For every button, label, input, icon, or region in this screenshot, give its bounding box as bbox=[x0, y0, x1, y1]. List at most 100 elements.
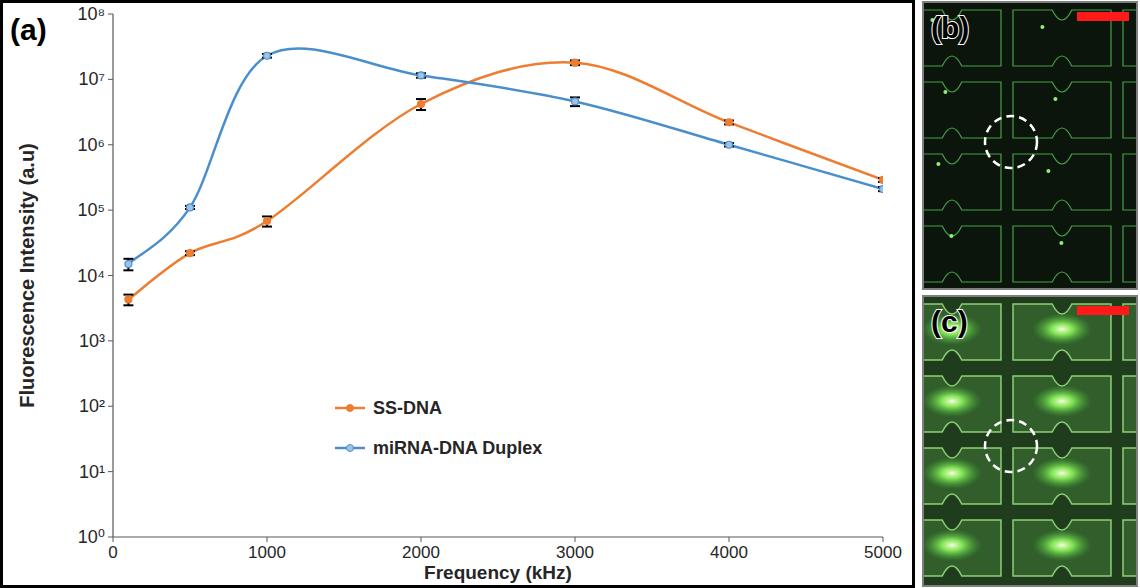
y-tick bbox=[108, 79, 113, 80]
x-tick bbox=[267, 537, 268, 542]
marker bbox=[572, 59, 579, 66]
panel-label: (a) bbox=[10, 13, 47, 46]
y-tick bbox=[108, 406, 113, 407]
legend-marker bbox=[347, 445, 354, 452]
x-tick-label: 5000 bbox=[864, 543, 902, 562]
error-bar-cap bbox=[123, 258, 133, 260]
panel-label: (b) bbox=[931, 11, 969, 44]
x-tick bbox=[729, 537, 730, 542]
error-bar-cap bbox=[416, 98, 426, 100]
glow bbox=[923, 385, 982, 417]
y-tick bbox=[108, 210, 113, 211]
marker bbox=[880, 176, 884, 183]
chamber bbox=[923, 448, 1001, 504]
y-tick-label: 10¹ bbox=[79, 462, 105, 482]
glow bbox=[923, 457, 982, 489]
y-tick bbox=[108, 275, 113, 276]
chamber bbox=[923, 226, 1001, 282]
speck bbox=[949, 234, 953, 238]
y-tick-label: 10⁷ bbox=[78, 69, 105, 89]
chamber bbox=[923, 10, 1001, 66]
marker bbox=[125, 296, 132, 303]
y-tick-label: 10⁵ bbox=[78, 200, 105, 220]
y-tick-label: 10⁴ bbox=[77, 266, 105, 286]
y-tick-label: 10³ bbox=[79, 331, 105, 351]
marker bbox=[726, 141, 733, 148]
x-axis-title: Frequency (kHz) bbox=[424, 562, 572, 583]
glow bbox=[923, 529, 982, 561]
panel-label: (c) bbox=[931, 305, 968, 338]
x-tick bbox=[113, 537, 114, 542]
highlight-circle bbox=[985, 420, 1037, 472]
image-frame bbox=[923, 2, 1137, 289]
scale-bar bbox=[1077, 306, 1129, 315]
marker bbox=[187, 204, 194, 211]
chamber bbox=[1013, 154, 1111, 210]
chamber bbox=[1123, 520, 1137, 576]
speck bbox=[1059, 241, 1063, 245]
image-background bbox=[923, 296, 1137, 586]
error-bar bbox=[123, 295, 133, 306]
glow bbox=[1032, 529, 1092, 561]
error-bar bbox=[416, 99, 426, 110]
chamber bbox=[923, 376, 1001, 432]
highlight-circle bbox=[985, 116, 1037, 168]
x-tick-label: 4000 bbox=[710, 543, 748, 562]
glow bbox=[1032, 313, 1092, 345]
legend-marker bbox=[347, 405, 354, 412]
series-line bbox=[128, 62, 883, 299]
figure: 10⁰10¹10²10³10⁴10⁵10⁶10⁷10⁸0100020003000… bbox=[0, 0, 1140, 588]
chamber bbox=[1013, 520, 1111, 576]
error-bar-cap bbox=[262, 226, 272, 228]
y-tick bbox=[108, 471, 113, 472]
speck bbox=[1040, 25, 1044, 29]
marker bbox=[726, 119, 733, 126]
chamber bbox=[1013, 82, 1111, 138]
error-bar-cap bbox=[123, 304, 133, 306]
y-tick bbox=[108, 340, 113, 341]
error-bar-cap bbox=[123, 269, 133, 271]
marker bbox=[264, 52, 271, 59]
marker bbox=[418, 101, 425, 108]
chamber bbox=[1123, 448, 1137, 504]
x-tick-label: 3000 bbox=[556, 543, 594, 562]
chamber bbox=[923, 520, 1001, 576]
y-axis-title: Fluorescence Intensity (a.u) bbox=[16, 143, 38, 408]
speck bbox=[936, 162, 940, 166]
legend-label: SS-DNA bbox=[373, 398, 442, 418]
error-bar bbox=[123, 259, 133, 271]
x-tick-label: 0 bbox=[108, 543, 117, 562]
speck bbox=[1053, 97, 1057, 101]
x-tick bbox=[421, 537, 422, 542]
marker bbox=[880, 186, 884, 193]
chamber bbox=[1123, 154, 1137, 210]
chamber bbox=[1013, 448, 1111, 504]
chamber bbox=[1013, 226, 1111, 282]
y-tick-label: 10² bbox=[79, 396, 105, 416]
marker bbox=[572, 98, 579, 105]
image-background bbox=[923, 2, 1137, 289]
error-bar-cap bbox=[123, 294, 133, 296]
y-axis bbox=[112, 14, 113, 537]
marker bbox=[264, 218, 271, 225]
speck bbox=[943, 90, 947, 94]
glow bbox=[1032, 385, 1092, 417]
y-tick bbox=[108, 14, 113, 15]
micrograph bbox=[923, 296, 1137, 586]
x-tick-label: 2000 bbox=[402, 543, 440, 562]
error-bar bbox=[570, 97, 580, 106]
plot-area bbox=[123, 48, 883, 305]
error-bar-cap bbox=[416, 109, 426, 111]
x-tick-label: 1000 bbox=[248, 543, 286, 562]
chamber bbox=[1123, 82, 1137, 138]
marker bbox=[187, 250, 194, 257]
error-bar bbox=[262, 216, 272, 226]
chamber bbox=[1123, 226, 1137, 282]
chamber bbox=[923, 304, 1001, 360]
scale-bar bbox=[1077, 12, 1129, 21]
image-frame bbox=[923, 296, 1137, 586]
series-line bbox=[128, 48, 883, 264]
x-axis bbox=[113, 536, 883, 537]
chamber bbox=[1013, 376, 1111, 432]
micrograph bbox=[923, 2, 1137, 289]
